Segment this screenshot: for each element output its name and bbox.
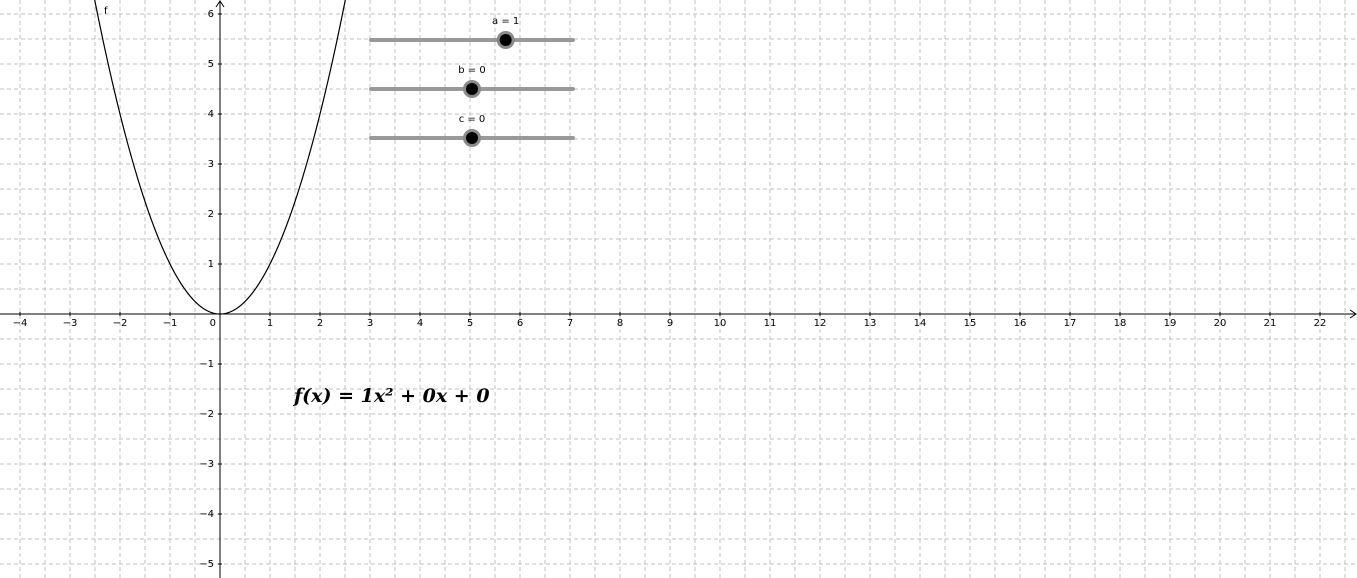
x-tick-label: −2 <box>113 318 128 329</box>
origin-label: 0 <box>210 318 216 329</box>
y-tick-label: −1 <box>199 359 214 370</box>
x-tick-label: 21 <box>1264 318 1277 329</box>
x-tick-label: 11 <box>764 318 777 329</box>
slider-knob[interactable] <box>466 132 478 144</box>
y-tick-label: −4 <box>199 509 214 520</box>
slider-knob[interactable] <box>499 34 512 46</box>
x-axis-arrow <box>1349 309 1357 319</box>
x-tick-label: 19 <box>1164 318 1177 329</box>
y-tick-label: −5 <box>199 559 214 570</box>
y-axis-arrow <box>215 0 225 8</box>
x-tick-label: 12 <box>814 318 827 329</box>
y-tick-label: −2 <box>199 409 214 420</box>
function-curve <box>94 0 346 315</box>
x-tick-label: 16 <box>1014 318 1027 329</box>
y-tick-label: 3 <box>208 159 214 170</box>
x-tick-label: 13 <box>864 318 877 329</box>
x-tick-label: −4 <box>13 318 28 329</box>
x-tick-label: 18 <box>1114 318 1127 329</box>
formula: f(x) = 1x² + 0x + 0 <box>292 385 490 407</box>
x-tick-label: 14 <box>914 318 927 329</box>
x-tick-label: 7 <box>567 318 573 329</box>
slider-knob[interactable] <box>466 83 478 95</box>
sliders[interactable]: a = 1 b = 0 c = 0 <box>369 16 575 147</box>
x-tick-label: 20 <box>1214 318 1227 329</box>
y-tick-label: 2 <box>208 209 214 220</box>
x-tick-label: −3 <box>63 318 78 329</box>
slider-label: a = 1 <box>492 16 519 27</box>
y-tick-label: 6 <box>208 9 214 20</box>
x-tick-label: −1 <box>163 318 178 329</box>
x-tick-label: 2 <box>317 318 323 329</box>
y-tick-label: −3 <box>199 459 214 470</box>
x-tick-label: 5 <box>467 318 473 329</box>
x-tick-label: 9 <box>667 318 673 329</box>
x-tick-label: 15 <box>964 318 977 329</box>
x-tick-label: 10 <box>714 318 727 329</box>
curve-layer: f <box>94 0 346 315</box>
function-label: f <box>104 6 108 17</box>
x-tick-label: 3 <box>367 318 373 329</box>
x-tick-label: 1 <box>267 318 273 329</box>
x-tick-label: 17 <box>1064 318 1077 329</box>
slider-label: c = 0 <box>459 114 486 125</box>
y-tick-label: 1 <box>208 259 214 270</box>
slider-label: b = 0 <box>458 65 485 76</box>
x-tick-label: 6 <box>517 318 523 329</box>
x-tick-label: 8 <box>617 318 623 329</box>
x-tick-label: 4 <box>417 318 423 329</box>
y-tick-label: 5 <box>208 59 214 70</box>
x-tick-label: 22 <box>1314 318 1327 329</box>
y-tick-label: 4 <box>208 109 214 120</box>
